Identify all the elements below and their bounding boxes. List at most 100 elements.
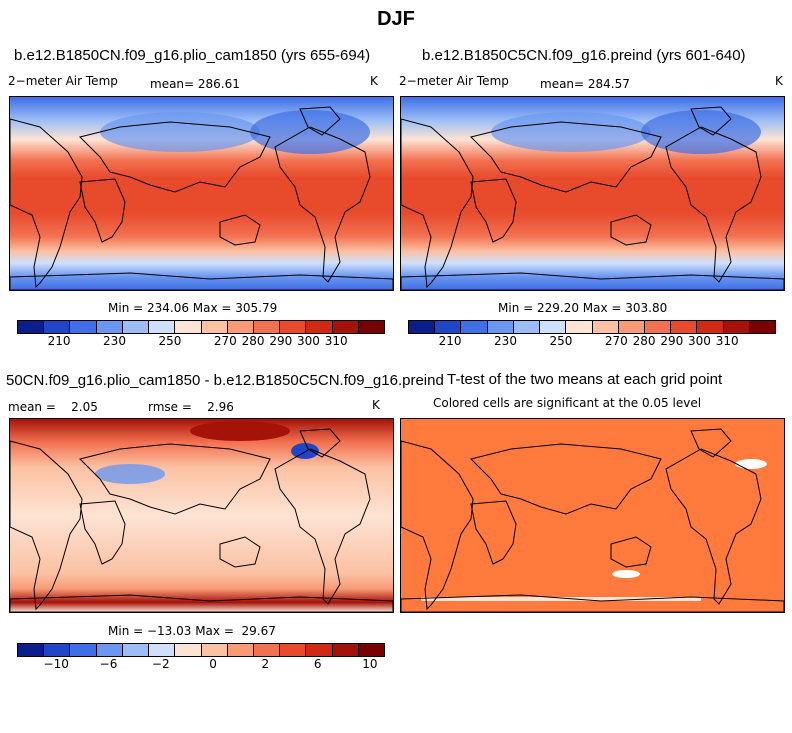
colorbar-tick-label: 0 xyxy=(209,657,217,671)
colorbar-swatch xyxy=(332,644,359,656)
coastline xyxy=(219,536,261,568)
panel1-colorbar xyxy=(17,320,385,334)
colorbar-tick-label: 210 xyxy=(438,334,462,348)
coastline xyxy=(219,214,261,246)
panel3-map xyxy=(9,418,394,613)
panel1-units: K xyxy=(370,74,378,88)
colorbar-tick-label: 250 xyxy=(549,334,573,348)
panel3-minmax: Min = −13.03 Max = 29.67 xyxy=(108,624,276,638)
coastline xyxy=(274,448,371,605)
panel4-map xyxy=(400,418,785,613)
coastline xyxy=(79,178,126,243)
cold-anomaly xyxy=(95,464,165,484)
colorbar-swatch xyxy=(122,644,150,656)
figure-title: DJF xyxy=(377,8,415,30)
coastline xyxy=(79,121,271,193)
colorbar-swatch xyxy=(253,321,281,333)
coastline xyxy=(10,118,83,289)
colorbar-swatch xyxy=(435,321,462,333)
colorbar-swatch xyxy=(70,644,97,656)
colorbar-swatch xyxy=(461,321,488,333)
coastline xyxy=(470,178,517,243)
colorbar-swatch xyxy=(487,321,514,333)
panel2-title: b.e12.B1850C5CN.f09_g16.preind (yrs 601-… xyxy=(422,47,746,64)
coastline xyxy=(610,536,652,568)
coastline xyxy=(401,594,784,612)
panel3-mean: mean = 2.05 xyxy=(8,400,98,414)
significance-field xyxy=(401,419,784,612)
colorbar-tick-label: 300 xyxy=(297,334,320,348)
colorbar-swatch xyxy=(96,644,123,656)
cold-region xyxy=(100,112,260,152)
colorbar-swatch xyxy=(18,321,45,333)
panel1-title: b.e12.B1850CN.f09_g16.plio_cam1850 (yrs … xyxy=(14,47,371,64)
colorbar-tick-label: 310 xyxy=(324,334,348,348)
colorbar-swatch xyxy=(749,321,776,333)
colorbar-swatch xyxy=(306,321,333,333)
panel2-variable: 2−meter Air Temp xyxy=(399,74,509,88)
colorbar-swatch xyxy=(618,321,645,333)
colorbar-swatch xyxy=(306,644,333,656)
coastline xyxy=(10,440,83,611)
cold-region xyxy=(491,112,651,152)
cold-region xyxy=(641,110,761,154)
colorbar-swatch xyxy=(644,321,672,333)
coastline xyxy=(79,443,271,515)
colorbar-tick-label: 250 xyxy=(158,334,182,348)
panel4-subtitle: Colored cells are significant at the 0.0… xyxy=(433,396,702,410)
coastline xyxy=(470,500,517,565)
coastline xyxy=(470,443,662,515)
panel2-mean: mean= 284.57 xyxy=(540,77,630,91)
colorbar-tick-label: 230 xyxy=(103,334,126,348)
colorbar-tick-label: 280 xyxy=(241,334,265,348)
colorbar-tick-label: 280 xyxy=(632,334,656,348)
colorbar-swatch xyxy=(566,321,593,333)
colorbar-swatch xyxy=(227,644,254,656)
difference-field xyxy=(10,419,393,612)
colorbar-swatch xyxy=(723,321,750,333)
colorbar-tick-label: 300 xyxy=(688,334,711,348)
coastline xyxy=(610,214,652,246)
colorbar-swatch xyxy=(280,321,307,333)
panel2-minmax: Min = 229.20 Max = 303.80 xyxy=(498,301,668,315)
colorbar-swatch xyxy=(44,644,71,656)
colorbar-swatch xyxy=(18,644,45,656)
warm-anomaly xyxy=(190,421,290,441)
panel2-map xyxy=(400,96,785,291)
coastline xyxy=(79,500,126,565)
coastline xyxy=(299,428,341,458)
colorbar-tick-label: 270 xyxy=(604,334,628,348)
colorbar-tick-label: 210 xyxy=(47,334,71,348)
colorbar-swatch xyxy=(44,321,71,333)
coastline xyxy=(665,448,762,605)
colorbar-tick-label: −10 xyxy=(43,657,69,671)
insignificant-cells xyxy=(735,459,767,469)
panel1-map xyxy=(9,96,394,291)
insignificant-cells xyxy=(421,597,701,601)
cold-anomaly xyxy=(291,443,319,459)
panel1-mean: mean= 286.61 xyxy=(150,77,240,91)
colorbar-tick-label: 290 xyxy=(660,334,684,348)
panel4-title: T-test of the two means at each grid poi… xyxy=(447,371,723,388)
colorbar-tick-label: 230 xyxy=(494,334,517,348)
colorbar-swatch xyxy=(332,321,359,333)
colorbar-swatch xyxy=(253,644,281,656)
panel3-colorbar xyxy=(17,643,385,657)
colorbar-swatch xyxy=(592,321,619,333)
colorbar-swatch xyxy=(358,321,385,333)
colorbar-swatch xyxy=(175,321,202,333)
insignificant-cells xyxy=(612,570,640,578)
panel1-minmax: Min = 234.06 Max = 305.79 xyxy=(108,301,278,315)
colorbar-swatch xyxy=(96,321,123,333)
colorbar-swatch xyxy=(201,644,228,656)
panel3-rmse: rmse = 2.96 xyxy=(148,400,234,414)
colorbar-swatch xyxy=(513,321,541,333)
panel2-ticks: 210 230 250 270 280 290 300 310 xyxy=(408,334,774,350)
colorbar-swatch xyxy=(671,321,698,333)
colorbar-tick-label: 310 xyxy=(715,334,739,348)
panel2-units: K xyxy=(775,74,783,88)
colorbar-swatch xyxy=(697,321,724,333)
colorbar-tick-label: 2 xyxy=(261,657,270,671)
colorbar-swatch xyxy=(175,644,202,656)
colorbar-swatch xyxy=(358,644,385,656)
